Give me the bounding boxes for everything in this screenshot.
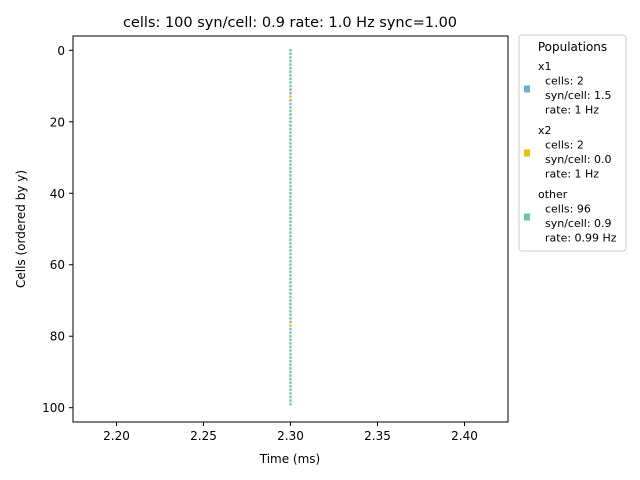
- chart-title: cells: 100 syn/cell: 0.9 rate: 1.0 Hz sy…: [123, 15, 457, 31]
- x-tick-label: 2.35: [364, 429, 391, 443]
- legend-entry-detail: rate: 0.99 Hz: [538, 232, 617, 245]
- legend-entry-name: other: [538, 188, 568, 201]
- legend-entry-detail: cells: 2: [538, 139, 584, 152]
- legend-entry-name: x2: [538, 124, 552, 137]
- x-tick-label: 2.30: [277, 429, 304, 443]
- legend-swatch-x1: [524, 85, 530, 93]
- legend-swatch-x2: [524, 149, 530, 157]
- y-axis-label: Cells (ordered by y): [14, 170, 28, 288]
- y-tick-label: 0: [57, 44, 65, 58]
- legend-title: Populations: [538, 40, 607, 54]
- y-tick-label: 20: [50, 115, 65, 129]
- legend-entry-detail: cells: 96: [538, 203, 591, 216]
- legend-entry-name: x1: [538, 60, 552, 73]
- y-tick-label: 60: [50, 258, 65, 272]
- y-tick-label: 100: [42, 401, 65, 415]
- legend-frame: [518, 34, 627, 252]
- legend: Populations x1 cells: 2 syn/cell: 1.5 ra…: [518, 34, 627, 252]
- legend-entry-detail: rate: 1 Hz: [538, 168, 599, 181]
- legend-entry-detail: cells: 2: [538, 75, 584, 88]
- y-tick-label: 80: [50, 330, 65, 344]
- legend-entry-detail: rate: 1 Hz: [538, 104, 599, 117]
- legend-swatch-other: [524, 213, 530, 221]
- x-tick-label: 2.40: [451, 429, 478, 443]
- x-axis-label: Time (ms): [259, 452, 321, 466]
- legend-entry-detail: syn/cell: 1.5: [538, 89, 612, 102]
- legend-entry-detail: syn/cell: 0.0: [538, 153, 612, 166]
- x-tick-label: 2.25: [190, 429, 217, 443]
- y-tick-label: 40: [50, 187, 65, 201]
- legend-entries: x1 cells: 2 syn/cell: 1.5 rate: 1 Hz x2 c…: [524, 60, 617, 245]
- x-tick-label: 2.20: [103, 429, 130, 443]
- y-axis: 0 20 40 60 80 100: [42, 44, 73, 415]
- legend-entry-detail: syn/cell: 0.9: [538, 217, 612, 230]
- x-axis: 2.20 2.25 2.30 2.35 2.40: [103, 422, 478, 443]
